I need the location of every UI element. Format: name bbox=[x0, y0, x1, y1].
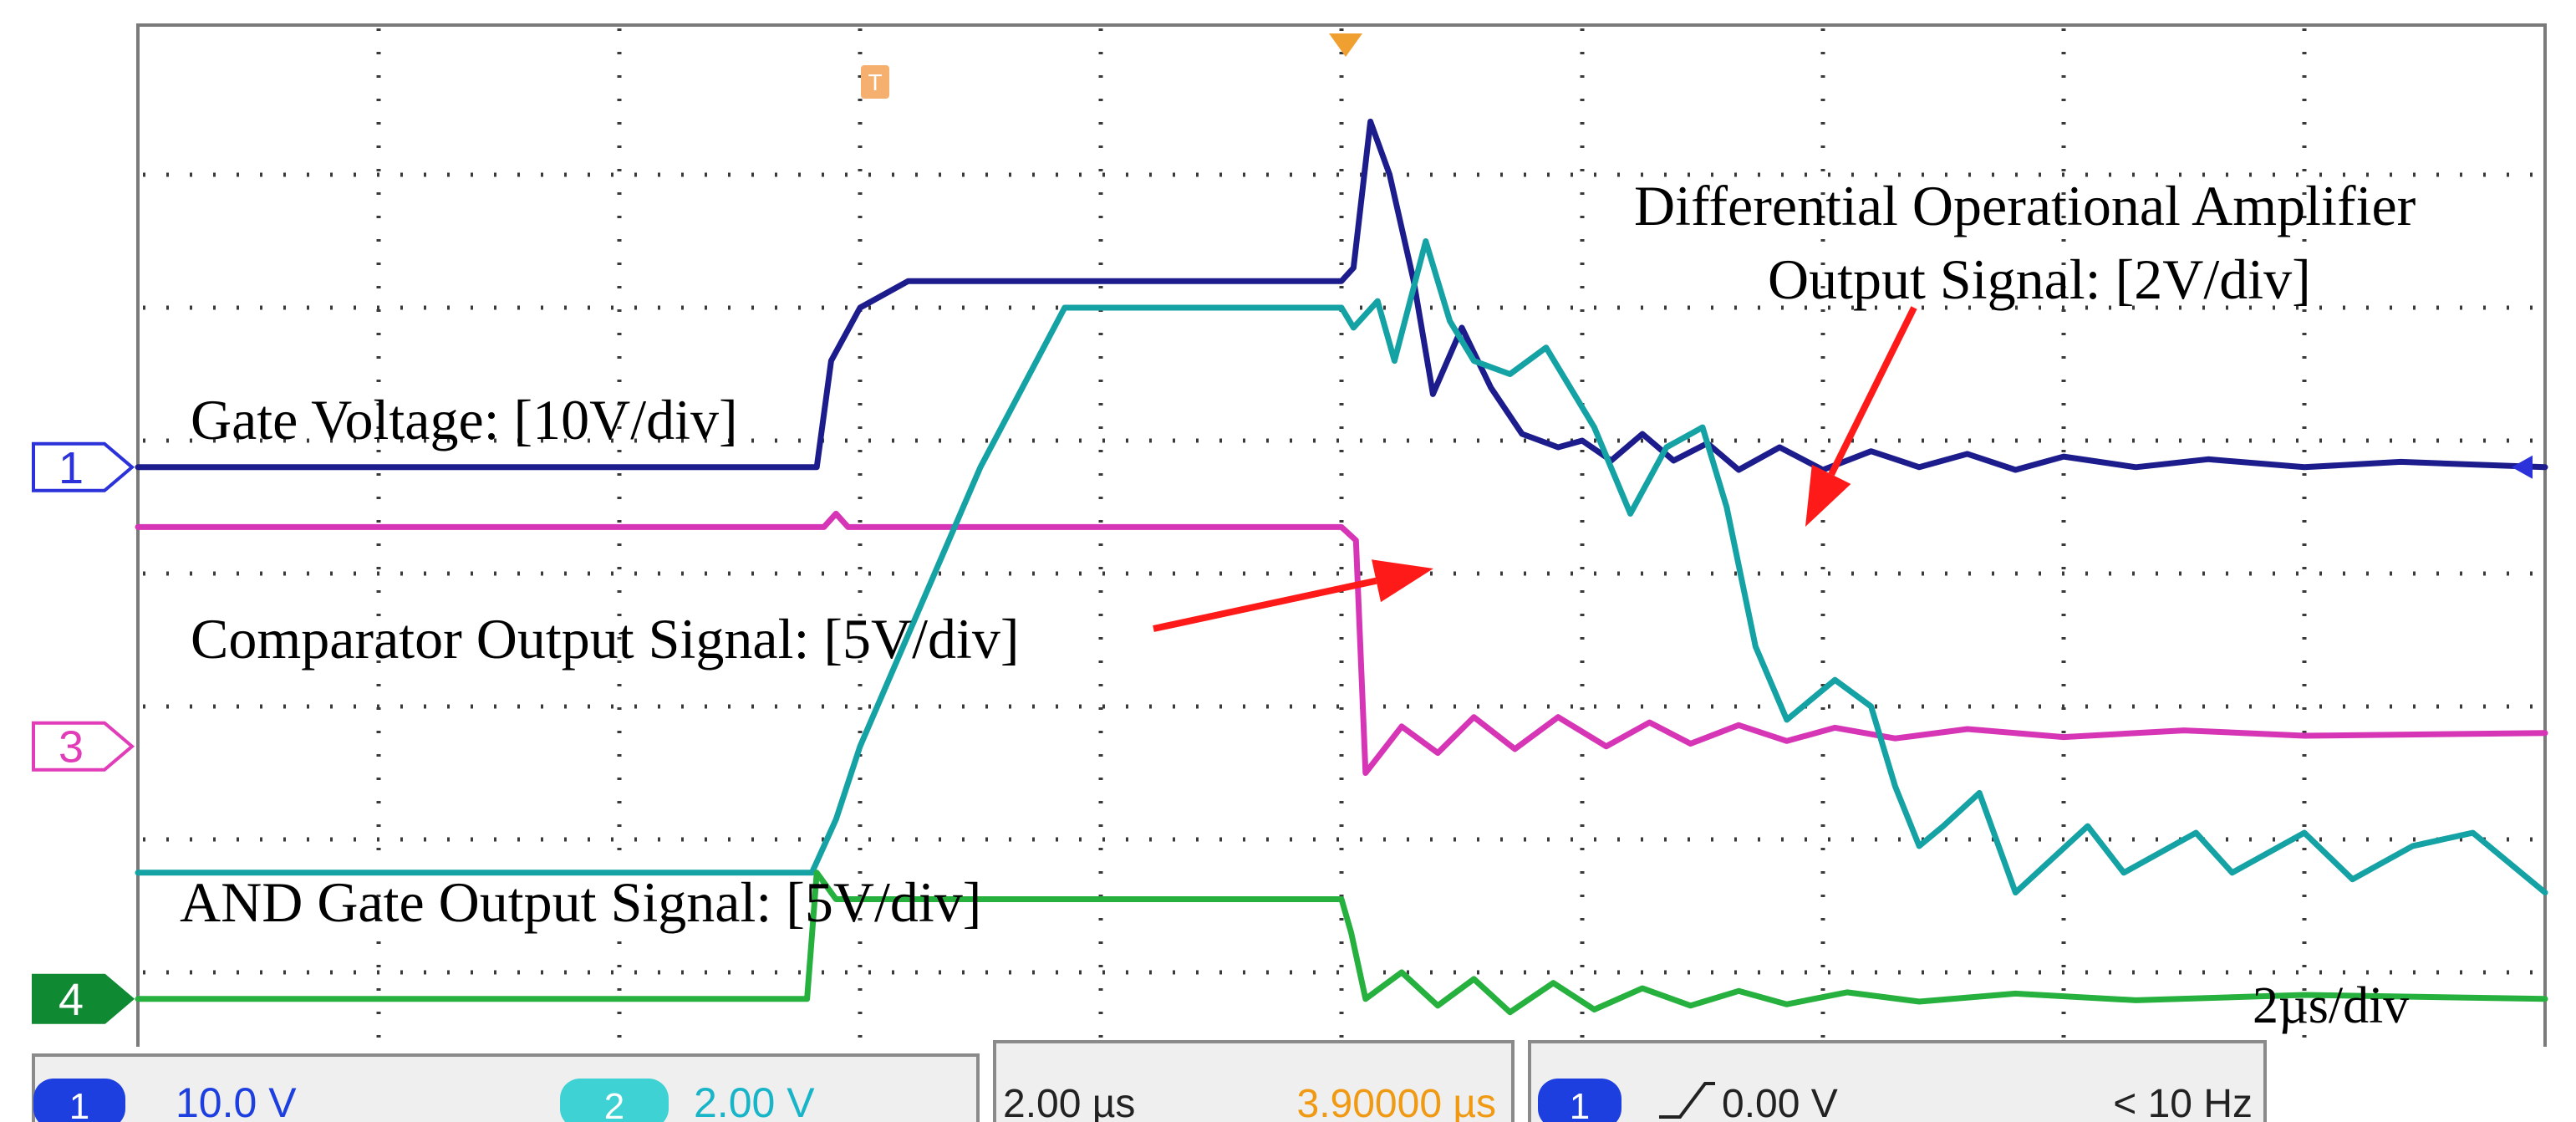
status-time-panel bbox=[993, 1040, 1515, 1122]
comparator-arrow-head bbox=[1372, 559, 1433, 603]
channel-markers: 1 3 4 bbox=[32, 441, 2533, 1025]
trigger-edge-icon bbox=[1659, 1082, 1715, 1119]
status-channel-panel bbox=[32, 1053, 980, 1122]
ch2-badge-label: 2 bbox=[604, 1086, 624, 1122]
channel-3-label: 3 bbox=[59, 722, 84, 773]
time-offset: 3.90000 µs bbox=[1297, 1082, 1497, 1122]
trig-badge-label: 1 bbox=[1570, 1086, 1590, 1122]
channel-4-label: 4 bbox=[59, 975, 84, 1025]
ch1-right-marker bbox=[2512, 455, 2533, 479]
ch2-scale: 2.00 V bbox=[694, 1079, 815, 1122]
trigger-marker bbox=[1329, 33, 1362, 57]
ch1-badge bbox=[33, 1079, 125, 1122]
diff-amp-label-line2: Output Signal: [2V/div] bbox=[1768, 247, 2311, 311]
trace-3 bbox=[135, 238, 2548, 896]
ch1-badge-label: 1 bbox=[69, 1086, 89, 1122]
ch2-badge bbox=[560, 1079, 669, 1122]
grid: T bbox=[143, 28, 2540, 1062]
status-trigger-panel bbox=[1528, 1040, 2267, 1122]
trig-badge bbox=[1538, 1079, 1621, 1122]
trigger-frequency: < 10 Hz bbox=[2113, 1082, 2253, 1122]
trigger-t-label: T bbox=[868, 69, 882, 95]
channel-1-marker bbox=[32, 441, 135, 492]
diff-amp-label-line1: Differential Operational Amplifier bbox=[1634, 174, 2416, 237]
and-gate-label: AND Gate Output Signal: [5V/div] bbox=[180, 870, 982, 934]
status-bar: 1 10.0 V 2 2.00 V 2.00 µs 3.90000 µs 1 0.00 V < … bbox=[0, 1040, 2576, 1122]
channel-4-marker bbox=[32, 973, 135, 1024]
diff-amp-arrow-shaft bbox=[1828, 306, 1917, 477]
trigger-t-badge bbox=[861, 65, 889, 99]
trace-2 bbox=[135, 510, 2548, 776]
channel-3-marker bbox=[32, 721, 135, 772]
time-scale: 2.00 µs bbox=[1003, 1082, 1135, 1122]
diff-amp-arrow-head bbox=[1805, 464, 1851, 527]
annotation-arrows bbox=[1153, 306, 1917, 632]
gate-voltage-label: Gate Voltage: [10V/div] bbox=[191, 388, 738, 451]
trigger-level: 0.00 V bbox=[1722, 1082, 1838, 1122]
trace-4 bbox=[135, 870, 2548, 1016]
traces bbox=[135, 118, 2548, 1016]
comparator-label: Comparator Output Signal: [5V/div] bbox=[191, 607, 1020, 671]
comparator-arrow-shaft bbox=[1153, 577, 1377, 632]
trace-1 bbox=[135, 118, 2548, 473]
channel-1-label: 1 bbox=[59, 443, 84, 493]
timebase-label: 2µs/div bbox=[2253, 977, 2410, 1034]
ch1-scale: 10.0 V bbox=[176, 1079, 297, 1122]
